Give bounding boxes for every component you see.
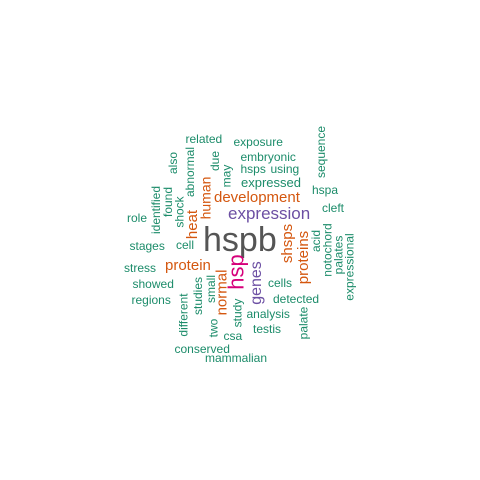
word-regions: regions (131, 293, 171, 307)
word-expression: expression (228, 203, 311, 223)
word-cleft: cleft (322, 201, 345, 215)
word-palate: palate (295, 306, 310, 340)
word-two: two (205, 318, 220, 338)
word-studies: studies (191, 276, 206, 316)
word-stages: stages (129, 239, 165, 253)
word-expressed: expressed (241, 174, 301, 190)
word-cell: cell (176, 238, 195, 252)
word-study: study (229, 298, 244, 328)
word-sequence: sequence (314, 125, 329, 179)
word-shsps: shsps (278, 223, 296, 263)
word-role: role (127, 211, 148, 225)
word-exposure: exposure (233, 135, 283, 149)
word-also: also (166, 151, 181, 175)
word-may: may (218, 164, 233, 188)
word-cells: cells (268, 276, 293, 290)
word-using: using (270, 162, 300, 176)
word-expressional: expressional (342, 233, 357, 301)
word-small: small (204, 274, 219, 304)
word-development: development (214, 188, 300, 206)
word-hspa: hspa (312, 183, 339, 197)
word-testis: testis (253, 322, 282, 336)
word-related: related (185, 132, 223, 146)
word-different: different (176, 293, 191, 337)
word-hsps: hsps (240, 162, 266, 176)
word-csa: csa (223, 329, 243, 343)
word-hspb: hspb (203, 221, 277, 259)
word-human: human (196, 176, 213, 220)
word-mammalian: mammalian (205, 351, 268, 365)
word-showed: showed (132, 277, 174, 291)
word-detected: detected (273, 292, 320, 306)
word-genes: genes (247, 261, 265, 305)
word-analysis: analysis (246, 307, 290, 321)
word-abnormal: abnormal (183, 146, 198, 198)
word-protein: protein (165, 256, 211, 274)
word-embryonic: embryonic (240, 150, 296, 164)
word-shock: shock (172, 196, 187, 228)
word-conserved: conserved (174, 342, 230, 356)
word-stress: stress (124, 261, 157, 275)
